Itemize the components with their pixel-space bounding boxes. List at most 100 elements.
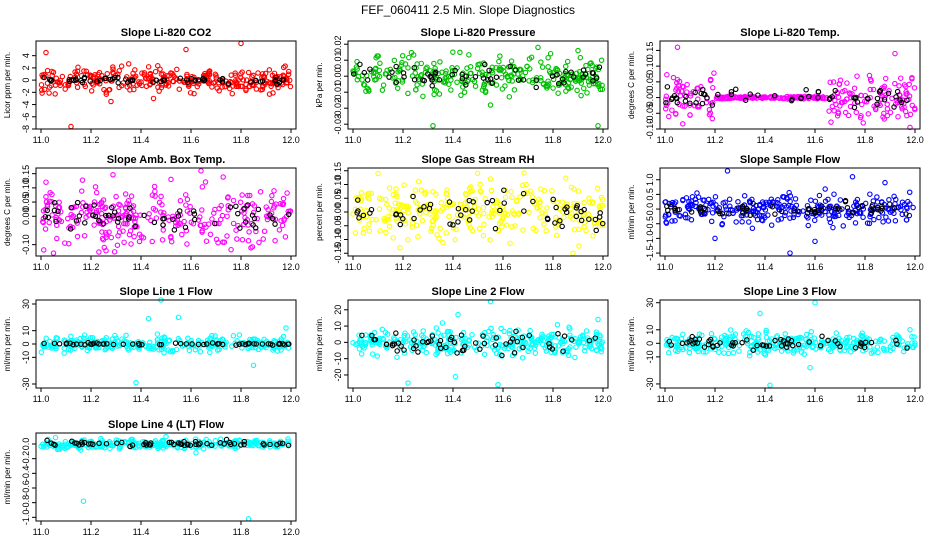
data-point <box>879 203 885 210</box>
data-point <box>538 59 544 65</box>
data-point <box>253 77 259 84</box>
data-point <box>212 443 218 449</box>
data-point <box>876 89 883 95</box>
data-point <box>363 213 370 220</box>
data-point <box>810 343 816 350</box>
data-point <box>255 206 262 213</box>
data-point <box>867 344 873 350</box>
data-point <box>462 200 469 206</box>
data-point <box>238 71 244 77</box>
y-tick-label: -6 <box>21 113 31 121</box>
data-point <box>543 228 549 234</box>
data-point <box>276 227 283 233</box>
data-point <box>545 55 551 61</box>
data-point <box>663 220 670 226</box>
data-point <box>285 68 292 75</box>
data-point <box>437 225 443 232</box>
data-point <box>541 221 547 227</box>
data-point <box>682 103 688 109</box>
data-point <box>421 204 427 210</box>
data-point <box>130 77 136 84</box>
data-point <box>581 348 588 354</box>
y-axis-label: Licor ppm per min. <box>3 52 12 118</box>
x-tick-label: 11.6 <box>183 135 200 145</box>
data-point <box>146 343 152 349</box>
outlier-point <box>430 123 436 129</box>
y-tick-label: -4 <box>21 101 31 109</box>
figure-title: FEF_060411 2.5 Min. Slope Diagnostics <box>361 3 575 17</box>
data-point <box>844 80 850 86</box>
x-tick-label: 11.4 <box>445 262 462 272</box>
data-point <box>99 235 106 242</box>
data-point <box>166 73 172 79</box>
data-point <box>725 350 732 357</box>
data-point <box>113 193 119 200</box>
data-point <box>403 203 410 210</box>
data-point <box>430 222 436 229</box>
data-point <box>791 208 797 214</box>
data-point <box>779 208 785 215</box>
x-tick-label: 11.8 <box>545 262 562 272</box>
data-point <box>715 91 721 98</box>
data-point <box>411 215 417 222</box>
data-point <box>664 84 671 90</box>
data-point <box>598 57 605 63</box>
data-point <box>74 84 81 91</box>
data-point <box>451 339 458 346</box>
data-point <box>99 229 105 235</box>
data-point <box>581 199 587 206</box>
data-point <box>131 233 137 240</box>
data-point <box>749 225 756 232</box>
data-point <box>811 217 818 224</box>
data-point <box>772 345 778 352</box>
data-point <box>501 328 507 335</box>
data-point <box>794 208 801 214</box>
data-point <box>728 89 735 95</box>
data-point <box>871 347 878 353</box>
data-point <box>171 441 177 448</box>
data-point <box>512 223 518 229</box>
data-point <box>695 348 701 355</box>
data-point <box>871 216 877 223</box>
data-point <box>280 195 287 202</box>
data-point <box>571 226 578 233</box>
data-point <box>524 63 530 70</box>
data-point <box>397 221 404 228</box>
data-point <box>573 205 580 211</box>
data-point <box>376 206 383 212</box>
data-point <box>466 197 473 204</box>
data-point <box>197 214 203 220</box>
x-tick-label: 11.2 <box>395 262 412 272</box>
data-point <box>887 109 894 116</box>
data-point <box>732 331 739 337</box>
data-point <box>212 220 218 227</box>
data-point <box>539 331 545 338</box>
data-point <box>267 341 274 347</box>
data-point <box>680 121 686 127</box>
y-tick-label: 0.00 <box>333 203 343 221</box>
data-point <box>363 207 369 214</box>
data-point <box>756 201 763 208</box>
data-point <box>467 63 474 70</box>
data-point <box>670 74 677 81</box>
data-point <box>593 227 599 234</box>
data-point <box>861 344 868 351</box>
data-point <box>82 220 88 226</box>
data-point <box>161 335 168 341</box>
y-tick-label: 0.00 <box>21 207 31 225</box>
data-point <box>103 204 109 211</box>
x-tick-label: 11.0 <box>33 135 50 145</box>
data-point <box>825 337 831 344</box>
data-point <box>482 61 488 68</box>
data-point <box>538 75 544 81</box>
data-point <box>498 74 505 81</box>
data-point <box>69 214 75 220</box>
data-point <box>573 78 579 84</box>
data-point <box>46 198 53 205</box>
data-point <box>434 349 441 356</box>
data-point <box>413 86 419 93</box>
data-point <box>481 351 488 358</box>
outlier-point <box>907 124 913 131</box>
data-point <box>473 347 480 353</box>
data-point <box>826 216 833 222</box>
